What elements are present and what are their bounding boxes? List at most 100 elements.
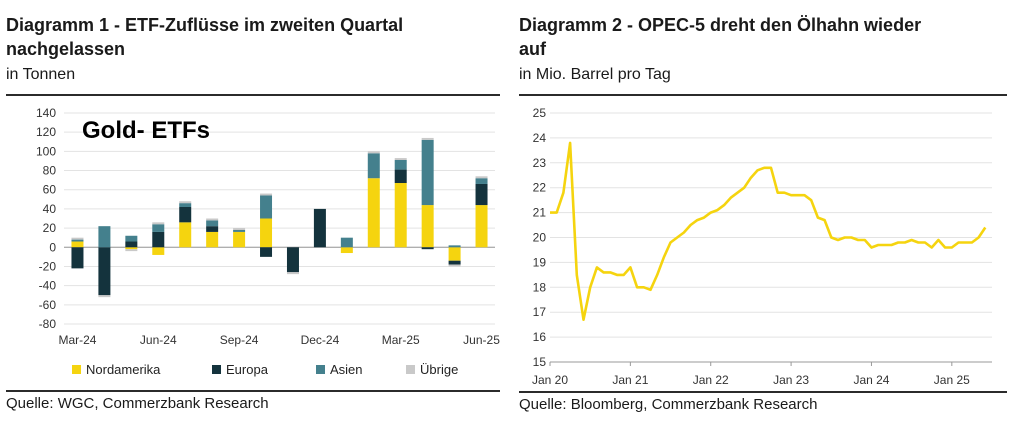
bar-segment <box>206 226 219 232</box>
bar-segment <box>448 260 461 265</box>
x-tick-label: Jan 24 <box>853 373 889 387</box>
bar-segment <box>206 218 219 221</box>
bar-segment <box>152 247 165 255</box>
bar-segment <box>448 264 461 267</box>
bar-segment <box>394 183 407 248</box>
y-tick-label: -60 <box>39 298 57 312</box>
x-tick-label: Jan 21 <box>612 373 648 387</box>
bar-segment <box>98 247 111 296</box>
bar-segment <box>71 239 84 242</box>
y-tick-label: 20 <box>43 221 57 235</box>
y-tick-label: 80 <box>43 164 57 178</box>
bar-segment <box>260 195 273 219</box>
bar-segment <box>233 228 246 231</box>
x-tick-label: Dec-24 <box>301 333 340 347</box>
y-tick-label: 40 <box>43 202 57 216</box>
x-tick-label: Sep-24 <box>220 333 259 347</box>
bar-segment <box>125 235 138 242</box>
bar-segment <box>125 241 138 248</box>
chart-title: Diagramm 1 - ETF-Zuflüsse im zweiten Qua… <box>6 13 403 61</box>
bar-segment <box>152 224 165 232</box>
bar-segment <box>394 159 407 170</box>
legend-label: Europa <box>226 362 269 377</box>
y-tick-label: 25 <box>533 106 547 120</box>
bar-segment <box>475 176 488 179</box>
bar-segment <box>448 247 461 261</box>
legend-swatch <box>316 365 325 374</box>
legend-label: Nordamerika <box>86 362 161 377</box>
legend-swatch <box>406 365 415 374</box>
bar-segment <box>71 237 84 240</box>
chart-title-line-2: nachgelassen <box>6 39 126 59</box>
bar-segment <box>98 226 111 248</box>
bar-segment <box>286 247 299 273</box>
bar-segment <box>260 218 273 248</box>
bar-segment <box>71 247 84 269</box>
y-tick-label: 23 <box>533 156 547 170</box>
line-chart: 15 16 17 18 19 20 21 22 23 24 25 Jan 20 Jan 21 Jan 22… <box>532 106 992 387</box>
bar-segment <box>260 193 273 196</box>
x-tick-label: Jan 22 <box>693 373 729 387</box>
bar-segment <box>394 158 407 160</box>
bar-chart: -80 -60 -40 -20 0 20 40 60 80 100 120 140 Mar-24 Jun-… <box>36 106 500 377</box>
legend-label: Asien <box>330 362 363 377</box>
legend-swatch <box>72 365 81 374</box>
y-tick-label: 15 <box>533 355 547 369</box>
bar-segment <box>233 230 246 232</box>
chart-annotation: Gold- ETFs <box>82 117 210 144</box>
x-tick-label: Mar-25 <box>382 333 420 347</box>
bar-segment <box>448 245 461 248</box>
y-tick-label: 17 <box>533 305 547 319</box>
bar-segment <box>125 247 138 250</box>
x-tick-label: Jan 23 <box>773 373 809 387</box>
x-tick-label: Jan 20 <box>532 373 568 387</box>
bar-segment <box>179 222 192 248</box>
top-divider <box>6 94 500 96</box>
chart-title-line-2: auf <box>519 39 546 59</box>
chart-title-line-1: Diagramm 1 - ETF-Zuflüsse im zweiten Qua… <box>6 15 404 35</box>
y-tick-label: 18 <box>533 280 547 294</box>
bar-segment <box>475 178 488 184</box>
bar-segment <box>340 247 353 254</box>
series-line <box>550 141 987 321</box>
bar-segment <box>421 139 434 206</box>
y-tick-label: 20 <box>533 231 547 245</box>
x-tick-label: Mar-24 <box>58 333 96 347</box>
x-tick-label: Jan 25 <box>934 373 970 387</box>
bar-segment <box>152 222 165 225</box>
bar-segment <box>475 183 488 206</box>
y-tick-label: 22 <box>533 181 547 195</box>
y-tick-label: 120 <box>36 125 56 139</box>
bar-segment <box>421 137 434 140</box>
legend-label: Übrige <box>420 362 458 377</box>
bar-segment <box>340 237 353 248</box>
chart-title: Diagramm 2 - OPEC-5 dreht den Ölhahn wie… <box>519 13 921 61</box>
chart-source: Quelle: Bloomberg, Commerzbank Research <box>519 396 818 413</box>
bar-segment <box>367 153 380 179</box>
bar-segment <box>421 247 434 250</box>
bar-segment <box>206 220 219 227</box>
y-tick-label: 0 <box>49 240 56 254</box>
y-tick-label: 140 <box>36 106 56 120</box>
bar-segment <box>286 272 299 275</box>
bar-segment <box>313 208 326 248</box>
bar-segment <box>233 231 246 248</box>
bar-segment <box>421 205 434 248</box>
chart-subtitle: in Tonnen <box>6 66 76 83</box>
chart-subtitle: in Mio. Barrel pro Tag <box>519 66 671 83</box>
chart-title-line-1: Diagramm 2 - OPEC-5 dreht den Ölhahn wie… <box>519 15 922 35</box>
legend-swatch <box>212 365 221 374</box>
y-tick-label: 24 <box>533 131 547 145</box>
bar-segment <box>125 249 138 252</box>
x-tick-label: Jun-24 <box>140 333 177 347</box>
y-tick-label: 60 <box>43 183 57 197</box>
bottom-divider <box>519 391 1007 393</box>
chart-panel-etf: Diagramm 1 - ETF-Zuflüsse im zweiten Qua… <box>0 0 505 426</box>
y-tick-label: 100 <box>36 144 56 158</box>
chart-source: Quelle: WGC, Commerzbank Research <box>6 395 269 412</box>
y-tick-label: -40 <box>39 279 57 293</box>
x-tick-label: Jun-25 <box>463 333 500 347</box>
chart-panel-opec: Diagramm 2 - OPEC-5 dreht den Ölhahn wie… <box>513 0 1012 426</box>
bar-segment <box>260 247 273 257</box>
y-tick-label: 19 <box>533 255 547 269</box>
